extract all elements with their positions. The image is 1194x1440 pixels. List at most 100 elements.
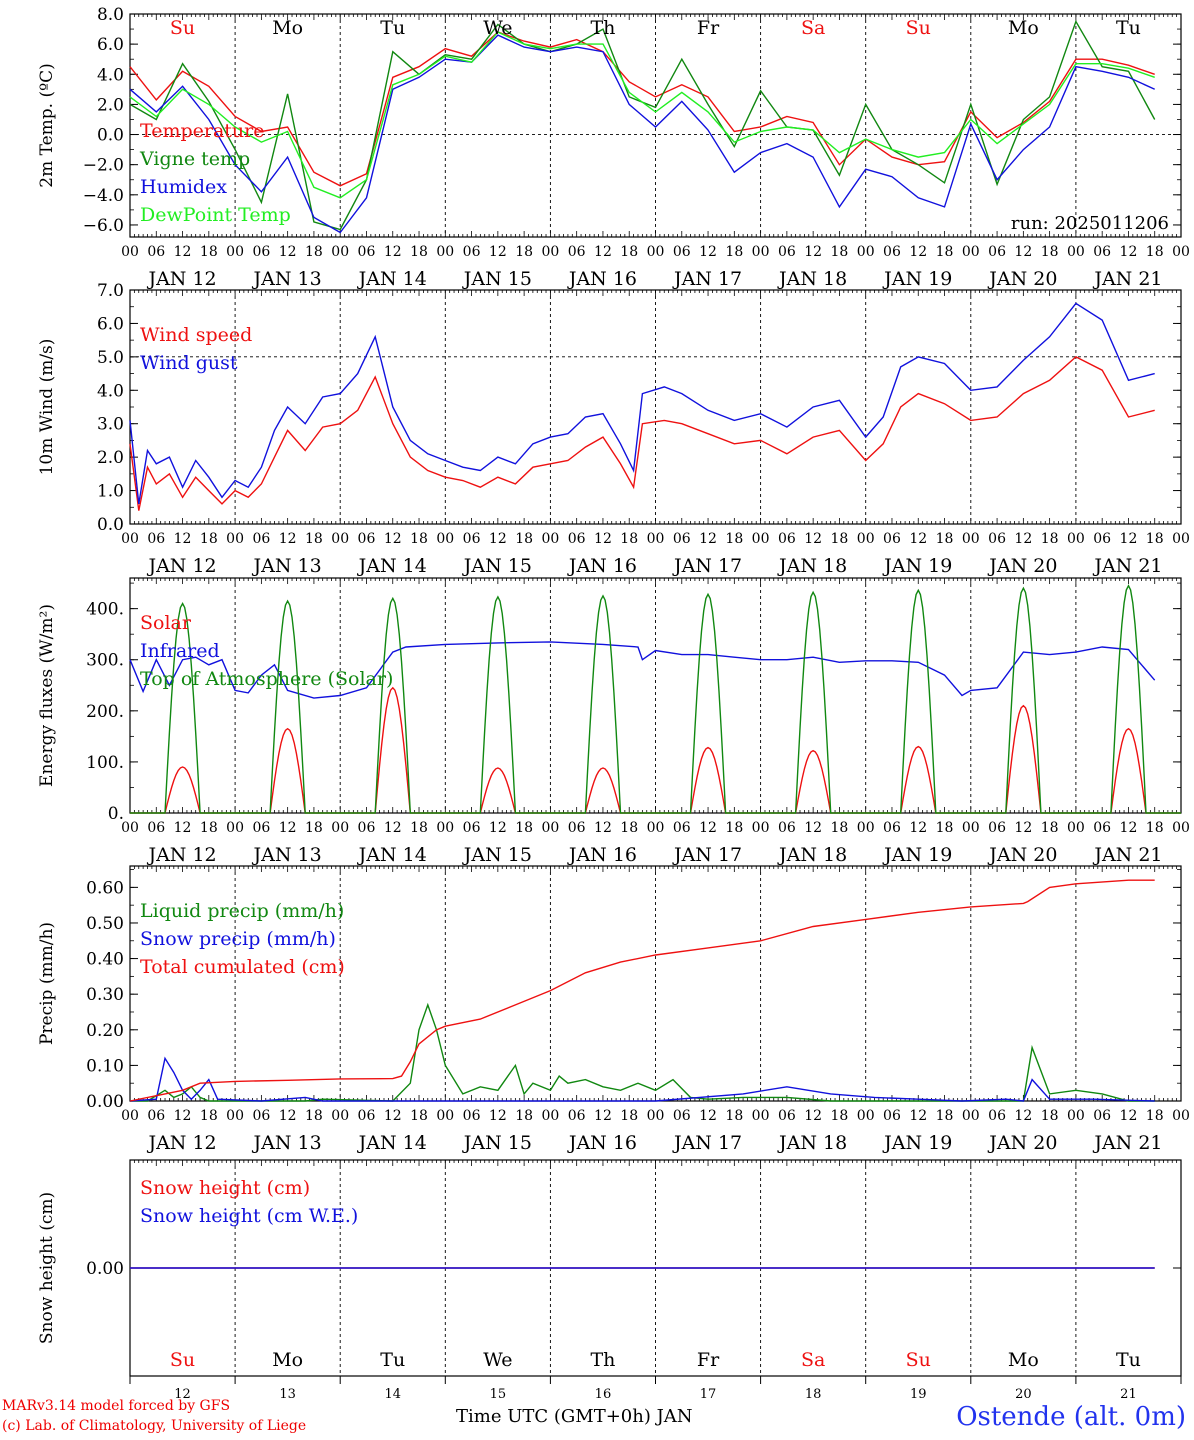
hour-tick-label: 06 bbox=[778, 1108, 796, 1124]
date-label: JAN 19 bbox=[882, 844, 952, 866]
date-label: JAN 19 bbox=[882, 268, 952, 290]
y-tick-label: 0.00 bbox=[86, 1092, 124, 1112]
hour-tick-label: 00 bbox=[647, 1108, 665, 1124]
weekday-label-bottom: Su bbox=[906, 1349, 931, 1371]
hour-tick-label: 12 bbox=[279, 820, 297, 836]
weekday-label-top: Su bbox=[906, 17, 931, 39]
hour-tick-label: 06 bbox=[568, 820, 586, 836]
hour-tick-label: 00 bbox=[226, 820, 244, 836]
date-label: JAN 12 bbox=[146, 1132, 216, 1154]
hour-tick-label: 06 bbox=[988, 1108, 1006, 1124]
hour-tick-label: 12 bbox=[384, 820, 402, 836]
hour-tick-label: 12 bbox=[699, 531, 717, 547]
weekday-label-bottom: Tu bbox=[1116, 1349, 1141, 1371]
hour-tick-label: 06 bbox=[463, 1108, 481, 1124]
hour-tick-label: 00 bbox=[1172, 531, 1190, 547]
y-axis-label: Snow height (cm) bbox=[37, 1192, 57, 1344]
hour-tick-label: 00 bbox=[436, 1108, 454, 1124]
hour-tick-label: 06 bbox=[252, 1108, 270, 1124]
hour-tick-label: 18 bbox=[1041, 244, 1059, 260]
hour-tick-label: 18 bbox=[305, 820, 323, 836]
hour-tick-label: 12 bbox=[594, 1108, 612, 1124]
legend-entry: Humidex bbox=[140, 176, 227, 198]
hour-tick-label: 00 bbox=[226, 244, 244, 260]
legend-entry: Top of Atmosphere (Solar) bbox=[140, 668, 393, 690]
hour-tick-label: 12 bbox=[279, 244, 297, 260]
hour-tick-label: 06 bbox=[147, 1108, 165, 1124]
hour-tick-label: 06 bbox=[568, 531, 586, 547]
run-annotation: run: 2025011206 bbox=[1011, 213, 1169, 234]
hour-tick-label: 00 bbox=[121, 1108, 139, 1124]
date-label: JAN 19 bbox=[882, 555, 952, 577]
date-label: JAN 14 bbox=[357, 844, 427, 866]
hour-tick-label: 18 bbox=[1041, 820, 1059, 836]
hour-tick-label: 12 bbox=[909, 1108, 927, 1124]
weekday-label-bottom: Su bbox=[170, 1349, 195, 1371]
y-tick-label: 6.0 bbox=[97, 314, 124, 334]
hour-tick-label: 12 bbox=[594, 820, 612, 836]
y-tick-label: 2.0 bbox=[97, 448, 124, 468]
weekday-label-top: We bbox=[483, 17, 512, 39]
hour-tick-label: 06 bbox=[568, 1108, 586, 1124]
hour-tick-label: 00 bbox=[436, 244, 454, 260]
hour-tick-label: 12 bbox=[384, 531, 402, 547]
hour-tick-label: 12 bbox=[804, 820, 822, 836]
legend-entry: Wind gust bbox=[140, 352, 238, 374]
date-label: JAN 21 bbox=[1092, 1132, 1162, 1154]
hour-tick-label: 12 bbox=[489, 244, 507, 260]
date-label: JAN 15 bbox=[462, 844, 532, 866]
hour-tick-label: 00 bbox=[1067, 244, 1085, 260]
hour-tick-label: 18 bbox=[1146, 1108, 1164, 1124]
hour-tick-label: 00 bbox=[436, 820, 454, 836]
hour-tick-label: 12 bbox=[909, 531, 927, 547]
hour-tick-label: 12 bbox=[804, 244, 822, 260]
hour-tick-label: 00 bbox=[752, 244, 770, 260]
date-label: JAN 13 bbox=[252, 1132, 322, 1154]
hour-tick-label: 06 bbox=[252, 820, 270, 836]
hour-tick-label: 18 bbox=[936, 1108, 954, 1124]
station-label: Ostende (alt. 0m) bbox=[956, 1402, 1186, 1432]
hour-tick-label: 06 bbox=[1093, 1108, 1111, 1124]
hour-tick-label: 00 bbox=[1172, 820, 1190, 836]
hour-tick-label: 12 bbox=[384, 244, 402, 260]
date-label: JAN 17 bbox=[672, 555, 742, 577]
date-label: JAN 16 bbox=[567, 1132, 637, 1154]
date-label: JAN 16 bbox=[567, 555, 637, 577]
hour-tick-label: 06 bbox=[673, 531, 691, 547]
hour-tick-label: 00 bbox=[962, 1108, 980, 1124]
y-tick-label: −4.0 bbox=[83, 186, 124, 206]
y-tick-label: 300. bbox=[86, 651, 124, 671]
hour-tick-label: 00 bbox=[331, 244, 349, 260]
date-label: JAN 12 bbox=[146, 844, 216, 866]
date-label: JAN 12 bbox=[146, 555, 216, 577]
hour-tick-label: 06 bbox=[778, 531, 796, 547]
series-line bbox=[129, 19, 1156, 231]
hour-tick-label: 18 bbox=[305, 1108, 323, 1124]
lab-credit: (c) Lab. of Climatology, University of L… bbox=[2, 1418, 307, 1434]
hour-tick-label: 18 bbox=[831, 531, 849, 547]
hour-tick-label: 18 bbox=[1041, 1108, 1059, 1124]
hour-tick-label: 18 bbox=[725, 820, 743, 836]
hour-tick-label: 00 bbox=[962, 531, 980, 547]
weekday-label-bottom: Tu bbox=[380, 1349, 405, 1371]
hour-tick-label: 18 bbox=[725, 1108, 743, 1124]
hour-tick-label: 12 bbox=[804, 1108, 822, 1124]
y-tick-label: 0.0 bbox=[97, 126, 124, 146]
y-tick-label: 0.60 bbox=[86, 878, 124, 898]
hour-tick-label: 12 bbox=[699, 244, 717, 260]
hour-tick-label: 12 bbox=[1120, 531, 1138, 547]
hour-tick-label: 12 bbox=[1120, 244, 1138, 260]
y-tick-label: −6.0 bbox=[83, 216, 124, 236]
series-line bbox=[129, 356, 1155, 511]
hour-tick-label: 18 bbox=[936, 531, 954, 547]
date-label: JAN 13 bbox=[252, 268, 322, 290]
hour-tick-label: 00 bbox=[226, 1108, 244, 1124]
legend-entry: Solar bbox=[140, 612, 192, 634]
hour-tick-label: 18 bbox=[725, 531, 743, 547]
hour-tick-label: 00 bbox=[1172, 244, 1190, 260]
hour-tick-label: 00 bbox=[1172, 1108, 1190, 1124]
series-line bbox=[129, 302, 1155, 505]
weekday-label-top: Tu bbox=[1116, 17, 1141, 39]
hour-tick-label: 00 bbox=[1067, 820, 1085, 836]
